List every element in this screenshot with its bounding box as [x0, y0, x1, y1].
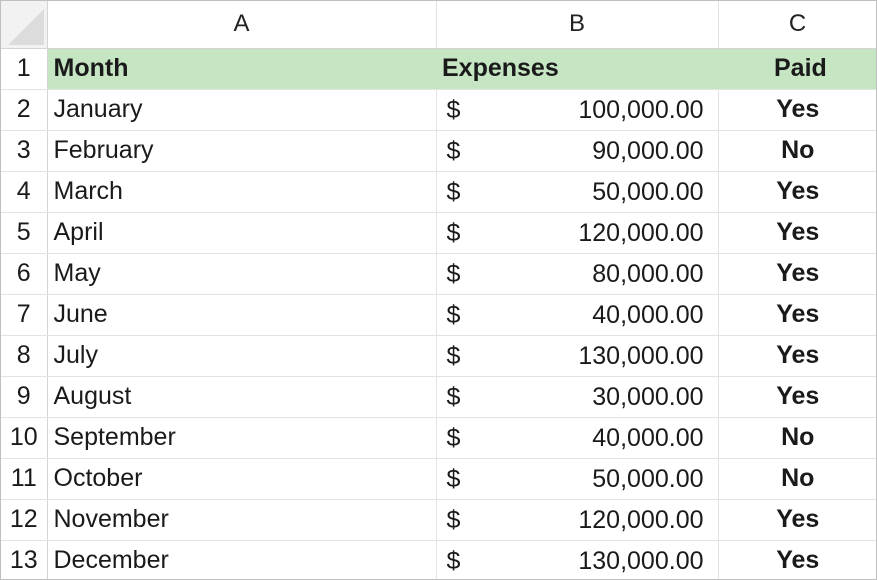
row-header[interactable]: 4: [1, 171, 48, 213]
expense-amount: 40,000.00: [592, 300, 704, 329]
currency-symbol: $: [446, 177, 461, 206]
cell-c1-paid-header[interactable]: Paid: [718, 48, 876, 90]
column-header-a[interactable]: A: [47, 1, 437, 49]
column-header-row: A B C: [1, 1, 876, 49]
table-header-row: 1 Month Expenses Paid: [1, 48, 876, 90]
cell-month[interactable]: December: [47, 540, 437, 579]
cell-expenses[interactable]: $ 30,000.00: [436, 376, 719, 418]
row-header[interactable]: 13: [1, 540, 48, 579]
cell-month[interactable]: September: [47, 417, 437, 459]
select-all-triangle-icon: [7, 8, 44, 45]
column-header-c[interactable]: C: [718, 1, 876, 49]
currency-symbol: $: [446, 546, 461, 575]
currency-symbol: $: [446, 259, 461, 288]
cell-expenses[interactable]: $ 50,000.00: [436, 458, 719, 500]
table-row: 7 June $ 40,000.00 Yes: [1, 294, 876, 336]
cell-month[interactable]: March: [47, 171, 437, 213]
cell-paid[interactable]: Yes: [718, 540, 876, 579]
row-header[interactable]: 12: [1, 499, 48, 541]
cell-expenses[interactable]: $ 80,000.00: [436, 253, 719, 295]
row-header[interactable]: 3: [1, 130, 48, 172]
expense-amount: 100,000.00: [578, 95, 704, 124]
currency-symbol: $: [446, 464, 461, 493]
table-row: 3 February $ 90,000.00 No: [1, 130, 876, 172]
table-row: 12 November $ 120,000.00 Yes: [1, 499, 876, 541]
row-header[interactable]: 9: [1, 376, 48, 418]
table-row: 11 October $ 50,000.00 No: [1, 458, 876, 500]
cell-paid[interactable]: Yes: [718, 376, 876, 418]
cell-paid[interactable]: No: [718, 417, 876, 459]
data-rows: 2 January $ 100,000.00 Yes 3 February $ …: [1, 89, 876, 579]
cell-paid[interactable]: No: [718, 458, 876, 500]
table-row: 2 January $ 100,000.00 Yes: [1, 89, 876, 131]
currency-symbol: $: [446, 300, 461, 329]
currency-symbol: $: [446, 423, 461, 452]
cell-paid[interactable]: Yes: [718, 335, 876, 377]
cell-expenses[interactable]: $ 100,000.00: [436, 89, 719, 131]
cell-paid[interactable]: Yes: [718, 253, 876, 295]
cell-expenses[interactable]: $ 120,000.00: [436, 499, 719, 541]
table-row: 9 August $ 30,000.00 Yes: [1, 376, 876, 418]
table-row: 8 July $ 130,000.00 Yes: [1, 335, 876, 377]
row-header[interactable]: 7: [1, 294, 48, 336]
expense-amount: 80,000.00: [592, 259, 704, 288]
table-row: 10 September $ 40,000.00 No: [1, 417, 876, 459]
cell-b1-expenses-header[interactable]: Expenses: [436, 48, 718, 90]
expense-amount: 40,000.00: [592, 423, 704, 452]
cell-paid[interactable]: No: [718, 130, 876, 172]
cell-month[interactable]: November: [47, 499, 437, 541]
cell-expenses[interactable]: $ 130,000.00: [436, 335, 719, 377]
cell-month[interactable]: June: [47, 294, 437, 336]
cell-expenses[interactable]: $ 130,000.00: [436, 540, 719, 579]
select-all-button[interactable]: [1, 1, 48, 49]
table-row: 5 April $ 120,000.00 Yes: [1, 212, 876, 254]
row-header[interactable]: 11: [1, 458, 48, 500]
cell-expenses[interactable]: $ 120,000.00: [436, 212, 719, 254]
currency-symbol: $: [446, 505, 461, 534]
cell-month[interactable]: August: [47, 376, 437, 418]
cell-expenses[interactable]: $ 40,000.00: [436, 294, 719, 336]
expense-amount: 120,000.00: [578, 218, 704, 247]
currency-symbol: $: [446, 382, 461, 411]
table-row: 6 May $ 80,000.00 Yes: [1, 253, 876, 295]
cell-month[interactable]: October: [47, 458, 437, 500]
row-header[interactable]: 8: [1, 335, 48, 377]
expense-amount: 130,000.00: [578, 341, 704, 370]
row-header[interactable]: 10: [1, 417, 48, 459]
cell-paid[interactable]: Yes: [718, 499, 876, 541]
cell-month[interactable]: February: [47, 130, 437, 172]
expense-amount: 130,000.00: [578, 546, 704, 575]
expense-amount: 30,000.00: [592, 382, 704, 411]
table-row: 13 December $ 130,000.00 Yes: [1, 540, 876, 579]
cell-month[interactable]: May: [47, 253, 437, 295]
currency-symbol: $: [446, 218, 461, 247]
cell-expenses[interactable]: $ 40,000.00: [436, 417, 719, 459]
cell-expenses[interactable]: $ 90,000.00: [436, 130, 719, 172]
row-header[interactable]: 6: [1, 253, 48, 295]
expense-amount: 50,000.00: [592, 177, 704, 206]
cell-paid[interactable]: Yes: [718, 294, 876, 336]
expense-amount: 120,000.00: [578, 505, 704, 534]
cell-month[interactable]: July: [47, 335, 437, 377]
expense-amount: 50,000.00: [592, 464, 704, 493]
currency-symbol: $: [446, 341, 461, 370]
cell-a1-month-header[interactable]: Month: [47, 48, 436, 90]
column-header-b[interactable]: B: [436, 1, 719, 49]
cell-month[interactable]: January: [47, 89, 437, 131]
row-header[interactable]: 5: [1, 212, 48, 254]
row-header-1[interactable]: 1: [1, 48, 48, 90]
cell-month[interactable]: April: [47, 212, 437, 254]
row-header[interactable]: 2: [1, 89, 48, 131]
cell-paid[interactable]: Yes: [718, 171, 876, 213]
cell-paid[interactable]: Yes: [718, 89, 876, 131]
expense-amount: 90,000.00: [592, 136, 704, 165]
table-row: 4 March $ 50,000.00 Yes: [1, 171, 876, 213]
currency-symbol: $: [446, 136, 461, 165]
cell-expenses[interactable]: $ 50,000.00: [436, 171, 719, 213]
currency-symbol: $: [446, 95, 461, 124]
cell-paid[interactable]: Yes: [718, 212, 876, 254]
